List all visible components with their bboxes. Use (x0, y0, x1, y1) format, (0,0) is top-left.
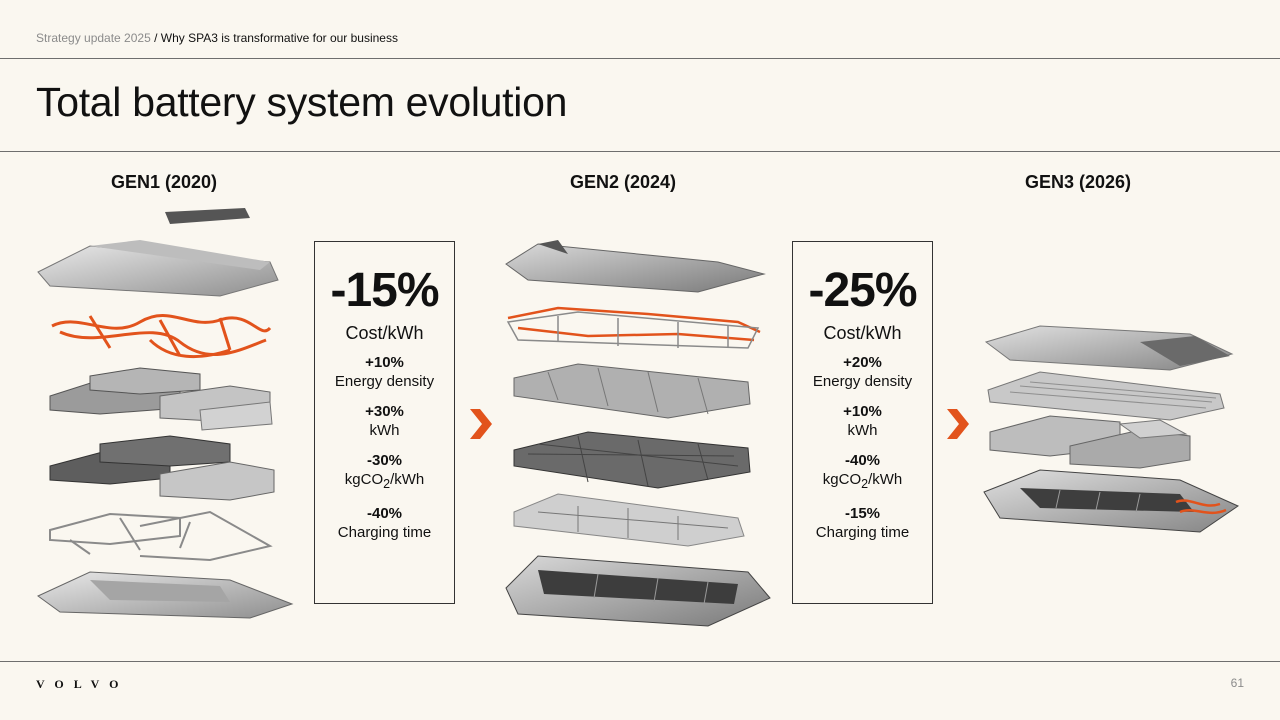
gen2-cell-stack-lower-lines (527, 435, 739, 487)
gen3-cell-blocks (989, 415, 1191, 469)
gen3-tray-dividers (1055, 489, 1141, 513)
stat-label: Charging time (337, 524, 432, 541)
gen2-cell-stack-upper-lines (547, 367, 709, 415)
gen2-tray-dividers (593, 573, 709, 605)
stat-value: -15% (844, 505, 881, 522)
gen2-top-cover (505, 243, 766, 293)
transition-2-headline-label: Cost/kWh (823, 323, 902, 343)
transition-1-headline-label: Cost/kWh (345, 323, 424, 343)
footer-divider (0, 661, 1280, 662)
stat-value: +30% (365, 403, 404, 420)
volvo-logo: VOLVO (36, 677, 129, 691)
transition-1-stat-4: -40% Charging time (315, 504, 454, 543)
gen2-title: GEN2 (2024) (569, 172, 677, 192)
transition-2-stat-1: +20% Energy density (793, 353, 932, 392)
gen2-wiring-harness (507, 306, 761, 342)
gen1-cell-modules-upper (49, 367, 273, 431)
gen3-tray-interior (1020, 488, 1194, 512)
gen3-top-cover-module (1140, 336, 1230, 366)
stat-value: -40% (844, 452, 881, 469)
gen2-tray-compartments (538, 570, 738, 604)
stat-value: +10% (843, 403, 882, 420)
gen1-title: GEN1 (2020) (110, 172, 218, 192)
stat-label: kgCO2/kWh (344, 471, 425, 491)
gen1-tray-floor (90, 580, 230, 602)
title-divider (0, 151, 1280, 152)
transition-1-stat-1: +10% Energy density (315, 353, 454, 392)
breadcrumb: Strategy update 2025 / Why SPA3 is trans… (36, 31, 398, 45)
breadcrumb-separator: / (150, 31, 161, 45)
stat-value: +20% (843, 354, 882, 371)
gen3-cooling-channels (1009, 381, 1217, 409)
page-title: Total battery system evolution (36, 79, 568, 125)
transition-1-stat-3: -30% kgCO2/kWh (315, 451, 454, 494)
chevron-right-icon (947, 409, 969, 439)
transition-2-stat-2: +10% kWh (793, 402, 932, 441)
transition-1-headline: -15% (330, 264, 439, 317)
gen3-battery-exploded-visual (983, 325, 1240, 533)
transition-2-stat-3: -40% kgCO2/kWh (793, 451, 932, 494)
transition-2-stats-box: -25% Cost/kWh +20% Energy density +10% k… (792, 241, 933, 604)
stat-value: -30% (366, 452, 403, 469)
gen1-wiring-harness (51, 314, 272, 359)
gen3-wiring-harness (1175, 499, 1227, 515)
transition-2-headline: -25% (808, 264, 917, 317)
stat-value: +10% (365, 354, 404, 371)
chevron-right-icon (470, 409, 492, 439)
header-divider (0, 58, 1280, 59)
transition-2-stat-4: -15% Charging time (793, 504, 932, 543)
subscript: 2 (861, 477, 869, 491)
gen1-top-cover-ridge (90, 240, 270, 270)
gen2-battery-exploded-visual (505, 240, 771, 627)
stat-value: -40% (366, 505, 403, 522)
stat-label: Energy density (334, 373, 435, 390)
subscript: 2 (383, 477, 391, 491)
breadcrumb-section: Strategy update 2025 (36, 31, 151, 45)
gen1-battery-exploded-visual (37, 208, 294, 619)
transition-1-stat-2: +30% kWh (315, 402, 454, 441)
gen2-cell-stack-lower (513, 431, 751, 489)
stat-label: kWh (847, 422, 878, 439)
gen3-title: GEN3 (2026) (1024, 172, 1132, 192)
stat-label: Energy density (812, 373, 913, 390)
gen1-cell-modules-lower (49, 435, 275, 501)
stat-label: kgCO2/kWh (822, 471, 903, 491)
gen3-cooling-plate (987, 371, 1225, 421)
stat-label: Charging time (815, 524, 910, 541)
breadcrumb-current: Why SPA3 is transformative for our busin… (160, 31, 398, 45)
stat-label: kWh (369, 422, 400, 439)
transition-1-stats-box: -15% Cost/kWh +10% Energy density +30% k… (314, 241, 455, 604)
gen1-top-module (165, 208, 250, 224)
gen2-cooling-channels (537, 506, 729, 540)
gen1-frame (49, 510, 273, 562)
gen2-harness-frame (506, 311, 760, 349)
page-number: 61 (1230, 676, 1244, 690)
gen2-top-cover-raised (538, 240, 568, 254)
gen2-cell-stack-upper (513, 363, 751, 419)
